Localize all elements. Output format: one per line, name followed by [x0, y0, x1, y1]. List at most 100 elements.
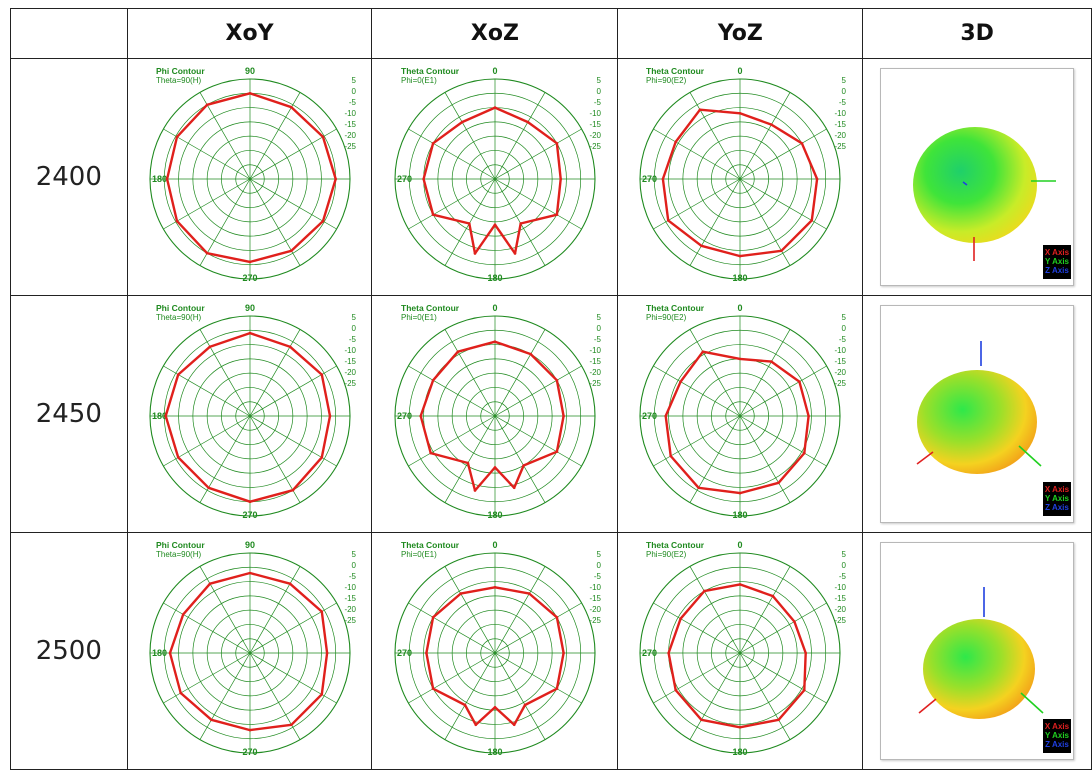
radiation-blob: [917, 370, 1038, 474]
view-3d: X Axis Y Axis Z Axis: [880, 68, 1075, 286]
gain-point: [176, 456, 180, 459]
polar-spoke: [653, 415, 741, 467]
gain-point: [493, 223, 497, 226]
table-row: 2450 5 0 -5 -10 -15 -20 -25 Phi Contour Theta=90…: [10, 295, 1092, 533]
radial-tick-label: -10: [344, 583, 356, 592]
axis-line-x_axis: [916, 451, 934, 465]
gain-point: [493, 106, 497, 109]
plot-title: Phi Contour: [156, 66, 205, 76]
angle-label-180: 180: [487, 747, 502, 757]
polar-spoke: [739, 329, 791, 417]
view-3d: X Axis Y Axis Z Axis: [880, 542, 1075, 760]
gain-point: [178, 691, 182, 695]
polar-spoke: [739, 652, 791, 740]
polar-spoke: [408, 415, 496, 467]
polar-cell: 5 0 -5 -10 -15 -20 -25 Theta Contour Phi=0(E1) 0 2…: [371, 532, 619, 770]
polar-spoke: [249, 92, 300, 180]
col-header-xoy: XoY: [126, 8, 373, 59]
polar-spoke: [444, 415, 496, 503]
gain-point: [777, 481, 781, 485]
axis-legend-x_axis: X Axis: [1045, 485, 1070, 494]
angle-label-270: 270: [242, 510, 257, 520]
gain-point: [248, 92, 251, 95]
gain-point: [175, 219, 178, 223]
axis-legend-z_axis: Z Axis: [1045, 266, 1069, 275]
axis-legend-x_axis: X Axis: [1045, 248, 1070, 257]
gain-point: [168, 651, 171, 655]
radial-tick-label: 5: [842, 550, 847, 559]
polar-spoke: [494, 92, 546, 180]
polar-spoke: [494, 178, 546, 266]
radial-tick-label: -5: [594, 335, 602, 344]
gain-point: [700, 718, 703, 722]
radiation-blob: [923, 619, 1036, 719]
gain-point: [163, 414, 167, 418]
radial-tick-label: -5: [839, 572, 847, 581]
polar-spoke: [689, 329, 741, 417]
polar-spoke: [739, 92, 791, 180]
gain-point: [701, 350, 705, 353]
corner-cell: [10, 8, 128, 59]
gain-point: [333, 177, 337, 181]
plot-subtitle: Phi=0(E1): [401, 313, 437, 322]
angle-label-270: 270: [397, 174, 412, 184]
gain-point: [703, 589, 706, 593]
gain-point: [804, 651, 808, 655]
polar-spoke: [494, 329, 546, 417]
plot-title: Theta Contour: [401, 540, 460, 550]
polar-spoke: [739, 415, 791, 503]
gain-point: [248, 260, 251, 264]
radial-tick-label: -5: [839, 98, 847, 107]
polar-spoke: [249, 329, 300, 417]
polar-spoke: [494, 415, 582, 467]
gain-point: [800, 142, 804, 145]
radial-tick-label: -10: [835, 109, 847, 118]
plot-subtitle: Phi=0(E1): [401, 76, 437, 85]
polar-spoke: [740, 365, 828, 417]
gain-point: [562, 651, 565, 655]
axis-legend-box: [1043, 245, 1072, 279]
radial-tick-label: -20: [344, 131, 356, 140]
gain-point: [473, 489, 477, 492]
radial-tick-label: -5: [348, 335, 356, 344]
radial-tick-label: 5: [596, 550, 601, 559]
gain-point: [512, 486, 516, 490]
polar-spoke: [494, 415, 546, 503]
polar-spoke: [199, 329, 250, 417]
gain-point: [422, 177, 425, 181]
gain-point: [288, 345, 291, 348]
radial-tick-label: -10: [344, 346, 356, 355]
radial-tick-label: 5: [842, 313, 847, 322]
gain-trace: [168, 571, 328, 732]
view-3d: X Axis Y Axis Z Axis: [880, 305, 1075, 523]
radial-tick-label: -10: [589, 109, 601, 118]
radial-tick-label: -15: [589, 357, 601, 366]
gain-point: [738, 357, 742, 361]
radial-tick-label: -15: [344, 357, 356, 366]
polar-spoke: [494, 566, 546, 654]
polar-spoke: [199, 92, 250, 180]
gain-point: [770, 123, 773, 126]
row-label-2500: 2500: [10, 532, 128, 770]
gain-point: [463, 703, 467, 707]
radial-tick-label: -5: [348, 572, 356, 581]
polar-spoke: [444, 566, 496, 654]
gain-point: [512, 723, 516, 727]
angle-label-180: 180: [487, 510, 502, 520]
polar-spoke: [408, 178, 496, 230]
radial-tick-label: 5: [596, 313, 601, 322]
polar-spoke: [408, 602, 496, 654]
gain-point: [555, 687, 559, 690]
radial-tick-label: -10: [344, 109, 356, 118]
gain-point: [526, 120, 530, 124]
radial-tick-label: -20: [835, 368, 847, 377]
gain-point: [661, 177, 665, 181]
gain-point: [493, 586, 497, 589]
gain-point: [459, 592, 462, 595]
angle-label-180: 180: [152, 411, 167, 421]
radial-tick-label: -25: [344, 142, 356, 151]
